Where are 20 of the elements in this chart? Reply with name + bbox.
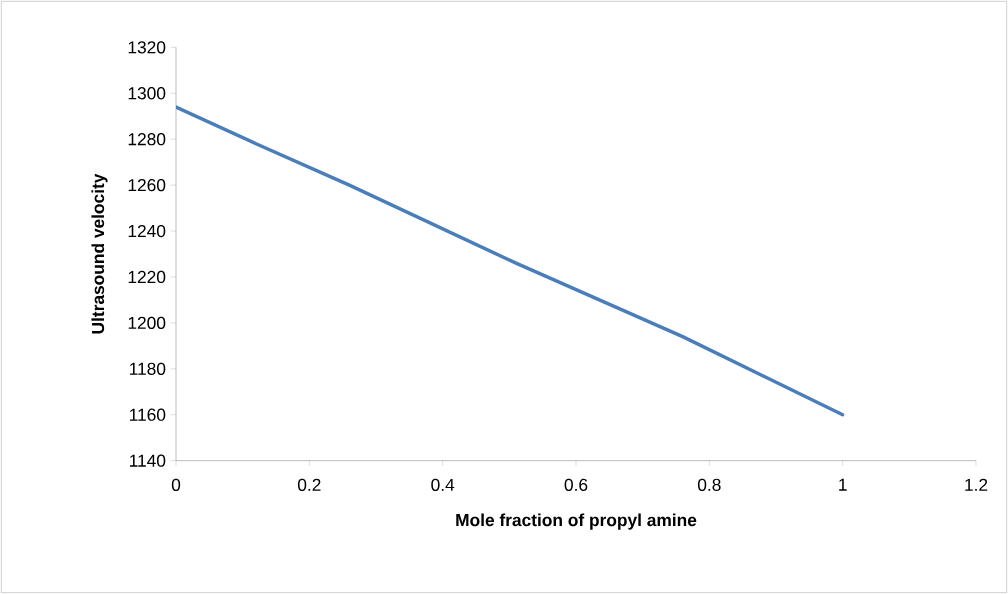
y-tick-label: 1260 [128,178,166,192]
y-tick-label: 1200 [128,316,166,330]
line-series [176,105,845,417]
y-tick-label: 1300 [128,87,166,100]
y-axis-title: Ultrasound velocity [91,173,108,334]
y-tick-label: 1160 [130,408,166,421]
y-tick-label: 1180 [130,362,166,375]
x-tick-label: 1.2 [965,478,988,491]
x-tick-label: 0 [171,478,181,491]
y-tick-label: 1320 [128,41,166,54]
x-axis-title: Mole fraction of propyl amine [456,513,697,530]
x-tick-label: 1 [839,478,847,491]
y-tick-label: 1220 [128,270,166,284]
x-tick-label: 0.8 [697,478,721,491]
y-tick-label: 1280 [128,133,166,146]
y-tick-label: 1240 [128,224,166,238]
x-tick-label: 0.4 [431,478,455,491]
y-tick-label: 1140 [130,454,166,467]
x-tick-label: 0.2 [297,478,321,491]
x-tick-label: 0.6 [564,478,588,491]
